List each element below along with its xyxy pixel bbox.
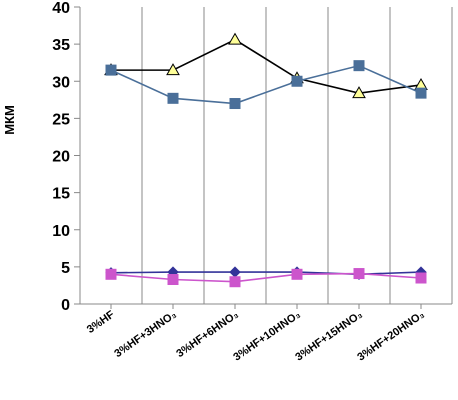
data-point-square <box>167 92 179 104</box>
y-axis-title: МКМ <box>2 105 17 135</box>
data-point-square <box>415 87 427 99</box>
x-tick-label: 3%HF+3HNO₃ <box>112 309 178 360</box>
data-point-triangle <box>352 86 366 99</box>
x-tick-label: 3%HF+15HNO₃ <box>293 309 364 364</box>
x-tick-label: 3%HF+6HNO₃ <box>174 309 240 360</box>
y-tick-label: 35 <box>52 37 70 54</box>
y-tick-label: 5 <box>61 260 70 277</box>
series-4 <box>105 268 427 288</box>
data-point-square <box>229 98 241 110</box>
x-tick-labels: 3%HF3%HF+3HNO₃3%HF+6HNO₃3%HF+10HNO₃3%HF+… <box>85 304 427 364</box>
series-2 <box>105 60 427 110</box>
y-tick-labels: 0 5 10 15 20 25 30 35 40 <box>52 0 80 314</box>
data-point-triangle <box>166 63 180 76</box>
data-point-square <box>291 268 303 280</box>
y-tick-label: 30 <box>52 74 70 91</box>
series-group <box>104 32 428 288</box>
y-tick-label: 40 <box>52 0 70 17</box>
data-point-square <box>353 60 365 72</box>
x-tick-label: 3%HF+20HNO₃ <box>355 309 426 364</box>
data-point-square <box>353 268 365 280</box>
series-line <box>110 64 422 105</box>
y-tick-label: 20 <box>52 149 70 166</box>
data-point-square <box>291 75 303 87</box>
data-point-diamond <box>229 266 241 278</box>
data-point-square <box>105 64 117 76</box>
y-tick-label: 15 <box>52 186 70 203</box>
data-point-square <box>105 268 117 280</box>
y-tick-label: 0 <box>61 297 70 314</box>
data-point-square <box>167 273 179 285</box>
x-tick-label: 3%HF <box>85 308 117 336</box>
x-tick-label: 3%HF+10HNO₃ <box>231 309 302 364</box>
data-point-square <box>229 276 241 288</box>
y-tick-label: 25 <box>52 111 70 128</box>
y-tick-label: 10 <box>52 223 70 240</box>
grid-lines <box>79 7 453 304</box>
data-point-square <box>415 272 427 284</box>
series-line <box>111 38 422 94</box>
series-line <box>110 272 422 283</box>
data-point-triangle <box>228 32 242 45</box>
